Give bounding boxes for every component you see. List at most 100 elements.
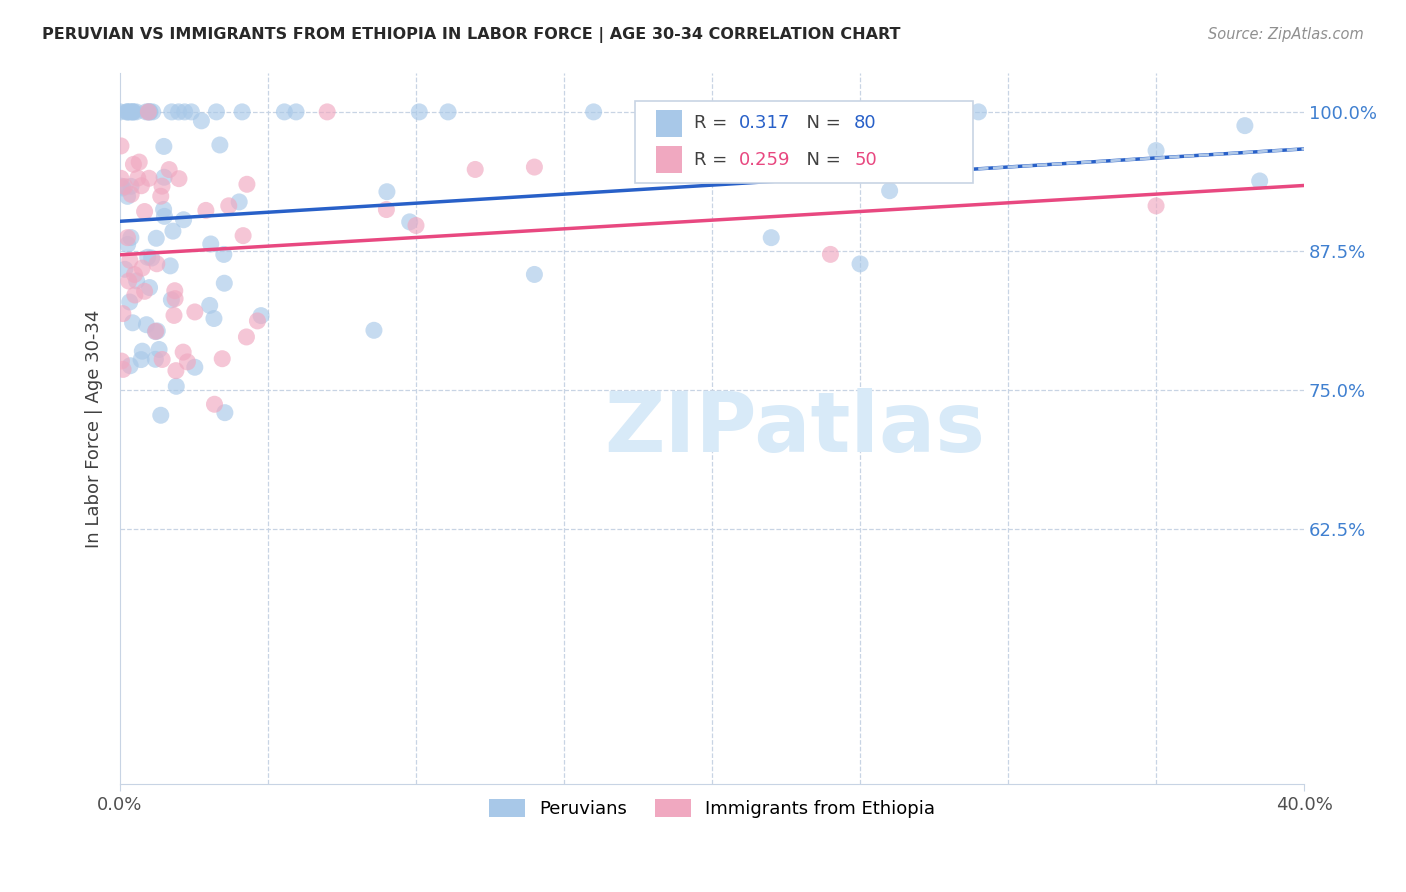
Point [246,314,269,328]
Point [124,288,146,302]
Point [150,352,173,367]
Point [235,330,257,344]
Point [110,354,132,368]
Text: 0.317: 0.317 [740,114,790,132]
Point [120,359,142,373]
Text: N =: N = [794,151,846,169]
Point [159,259,181,273]
Point [138,104,160,119]
Point [125,104,148,119]
Point [110,179,132,194]
Point [122,104,145,119]
Point [134,204,156,219]
Point [118,253,141,268]
Point [405,219,427,233]
Point [136,250,159,264]
Point [153,170,176,185]
Point [112,362,135,376]
Point [236,178,259,192]
Point [149,409,172,423]
Text: 80: 80 [853,114,877,132]
Point [202,311,225,326]
Point [121,104,143,119]
Point [1144,199,1167,213]
Text: 0.259: 0.259 [740,151,790,169]
Point [967,104,990,119]
Point [375,185,398,199]
Point [135,104,157,119]
Point [131,178,153,193]
Point [398,215,420,229]
Point [200,237,222,252]
Point [1249,174,1271,188]
Text: N =: N = [794,114,846,132]
Point [124,268,146,282]
Point [152,202,174,217]
Point [148,343,170,357]
Point [761,230,783,244]
Point [118,274,141,288]
Point [153,139,176,153]
Point [671,104,693,119]
Point [117,189,139,203]
Point [375,202,398,217]
Point [849,257,872,271]
Point [285,104,308,119]
Point [121,316,143,330]
Point [135,318,157,332]
Point [138,280,160,294]
Point [167,171,190,186]
Point [228,194,250,209]
Point [316,104,339,119]
Point [163,284,186,298]
Point [173,212,195,227]
Point [117,237,139,252]
Point [231,104,253,119]
Point [121,104,143,119]
Text: R =: R = [695,151,734,169]
Point [118,295,141,310]
Point [194,203,217,218]
Point [184,305,207,319]
Legend: Peruvians, Immigrants from Ethiopia: Peruvians, Immigrants from Ethiopia [482,791,942,825]
Point [139,104,162,119]
Point [146,324,169,338]
Point [214,277,236,291]
Point [582,104,605,119]
Point [122,157,145,171]
Bar [636,102,973,183]
Point [523,160,546,174]
Point [160,104,183,119]
Point [138,171,160,186]
Point [127,171,149,186]
Point [879,184,901,198]
Point [110,139,132,153]
Point [117,104,139,119]
Point [190,113,212,128]
Point [120,230,142,244]
Bar [657,110,682,136]
Point [117,230,139,244]
Point [145,231,167,245]
Point [108,104,131,119]
Point [114,179,136,194]
Point [129,352,152,367]
Point [134,285,156,299]
Point [165,292,187,306]
Point [208,138,231,153]
Point [150,179,173,194]
Text: PERUVIAN VS IMMIGRANTS FROM ETHIOPIA IN LABOR FORCE | AGE 30-34 CORRELATION CHAR: PERUVIAN VS IMMIGRANTS FROM ETHIOPIA IN … [42,27,901,43]
Point [131,344,153,359]
Point [125,274,148,288]
Point [1144,144,1167,158]
Text: ZIPatlas: ZIPatlas [605,388,986,469]
Point [205,104,228,119]
Point [110,171,132,186]
Point [120,179,142,194]
Point [820,247,842,261]
Point [120,187,142,202]
Point [117,104,139,119]
Point [172,345,194,359]
Point [273,104,295,119]
Point [131,261,153,276]
